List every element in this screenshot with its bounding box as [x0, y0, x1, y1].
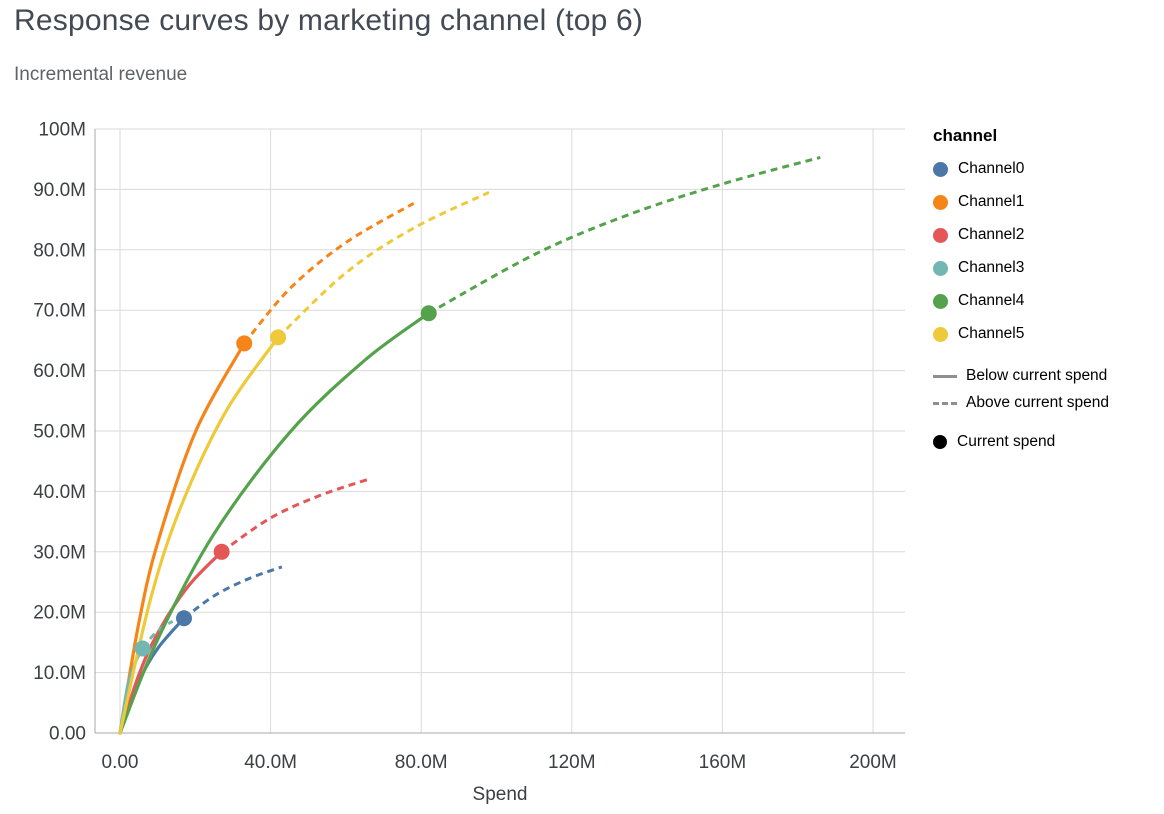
legend-item-label: Current spend	[957, 433, 1056, 450]
curve-above-current-Channel2	[220, 477, 369, 554]
legend-item-channel3: Channel3	[933, 259, 1158, 277]
legend-color-swatch-icon	[933, 260, 948, 276]
legend-linestyle-entries: Below current spend Above current spend	[933, 367, 1158, 412]
legend-item-label: Channel3	[958, 259, 1025, 276]
legend-item-channel1: Channel1	[933, 193, 1158, 211]
y-tick-label: 0.00	[49, 724, 86, 745]
legend-item-label: Channel5	[958, 325, 1025, 342]
legend-item-label: Channel4	[958, 292, 1025, 309]
y-tick-label: 20.0M	[33, 603, 86, 624]
legend-item-label: Channel2	[958, 226, 1025, 243]
y-tick-label: 10.0M	[33, 663, 86, 684]
legend-color-swatch-icon	[933, 194, 948, 210]
legend-marker-entry: Current spend	[933, 433, 1158, 451]
legend-item-label: Channel1	[958, 193, 1025, 210]
y-tick-label: 30.0M	[33, 542, 86, 563]
legend-item-label: Above current spend	[966, 394, 1110, 411]
current-spend-dot-icon	[933, 435, 947, 449]
x-tick-label: 0.00	[102, 752, 139, 773]
solid-line-icon	[933, 374, 957, 378]
x-tick-label: 120M	[548, 752, 596, 773]
legend-color-swatch-icon	[933, 326, 948, 342]
legend-item-solid-line: Below current spend	[933, 367, 1158, 385]
legend-item-current-spend: Current spend	[933, 433, 1158, 451]
legend-title: channel	[933, 126, 998, 145]
legend-item-channel2: Channel2	[933, 226, 1158, 244]
dashed-line-icon	[933, 401, 957, 405]
legend-item-dashed-line: Above current spend	[933, 394, 1158, 412]
y-tick-label: 50.0M	[33, 422, 86, 443]
legend-color-swatch-icon	[933, 161, 948, 177]
x-tick-label: 200M	[849, 752, 897, 773]
legend-item-channel0: Channel0	[933, 160, 1158, 178]
curve-below-current-Channel4	[118, 311, 431, 735]
curve-below-current-Channel2	[118, 550, 224, 735]
curve-above-current-Channel5	[277, 191, 490, 339]
current-spend-dot-Channel4	[420, 305, 437, 322]
legend-item-label: Channel0	[958, 160, 1025, 177]
x-axis-title: Spend	[473, 784, 528, 805]
y-tick-label: 40.0M	[33, 482, 86, 503]
legend: channel Channel0 Channel1 Channel2 Channel3…	[933, 126, 1158, 451]
legend-color-swatch-icon	[933, 293, 948, 309]
legend-channel-entries: Channel0 Channel1 Channel2 Channel3 Channel4…	[933, 160, 1158, 343]
curve-above-current-Channel1	[243, 201, 415, 345]
y-tick-label: 80.0M	[33, 240, 86, 261]
x-tick-label: 40.0M	[244, 752, 297, 773]
legend-color-swatch-icon	[933, 227, 948, 243]
curve-above-current-Channel0	[183, 565, 283, 620]
y-axis-title: Incremental revenue	[14, 64, 188, 85]
current-spend-dot-Channel3	[134, 640, 151, 657]
current-spend-dot-Channel5	[270, 329, 287, 346]
current-spend-dot-Channel1	[236, 335, 253, 352]
x-tick-label: 80.0M	[395, 752, 448, 773]
curve-above-current-Channel3	[141, 619, 174, 650]
current-spend-dot-Channel2	[213, 543, 230, 560]
y-tick-label: 60.0M	[33, 361, 86, 382]
y-tick-label: 100M	[38, 120, 86, 141]
legend-item-label: Below current spend	[966, 367, 1108, 384]
x-tick-label: 160M	[699, 752, 747, 773]
legend-item-channel5: Channel5	[933, 325, 1158, 343]
y-tick-label: 90.0M	[33, 180, 86, 201]
chart-title: Response curves by marketing channel (to…	[14, 4, 644, 37]
curve-above-current-Channel4	[427, 155, 821, 315]
curve-below-current-Channel1	[118, 341, 246, 735]
current-spend-dot-Channel0	[176, 610, 193, 627]
legend-item-channel4: Channel4	[933, 292, 1158, 310]
y-tick-label: 70.0M	[33, 301, 86, 322]
